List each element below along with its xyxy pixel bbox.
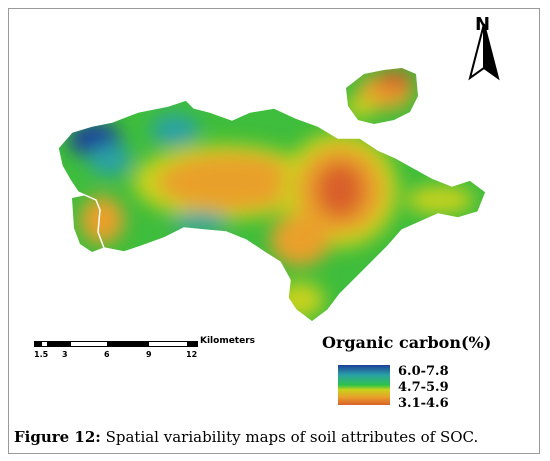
soc-surface — [58, 68, 486, 322]
legend-label-mid: 4.7-5.9 — [398, 380, 449, 395]
legend-title: Organic carbon(%) — [322, 333, 492, 352]
figure-caption: Figure 12: Spatial variability maps of s… — [14, 428, 478, 446]
scale-bar — [34, 341, 198, 347]
scale-tick-label: 6 — [104, 350, 110, 359]
scale-units-label: Kilometers — [200, 336, 256, 346]
legend-label-high: 6.0-7.8 — [398, 364, 449, 379]
scale-tick-label: 12 — [186, 350, 198, 359]
scale-tick-label: 3 — [62, 350, 68, 359]
legend-color-ramp — [338, 365, 390, 405]
legend-label-low: 3.1-4.6 — [398, 396, 449, 411]
caption-text: Spatial variability maps of soil attribu… — [100, 428, 479, 446]
white-outlines — [57, 99, 487, 323]
caption-label: Figure 12: — [14, 428, 101, 446]
north-arrow-icon — [468, 23, 500, 81]
scale-tick-label: 1.5 — [34, 350, 49, 359]
scale-tick-label: 9 — [146, 350, 152, 359]
